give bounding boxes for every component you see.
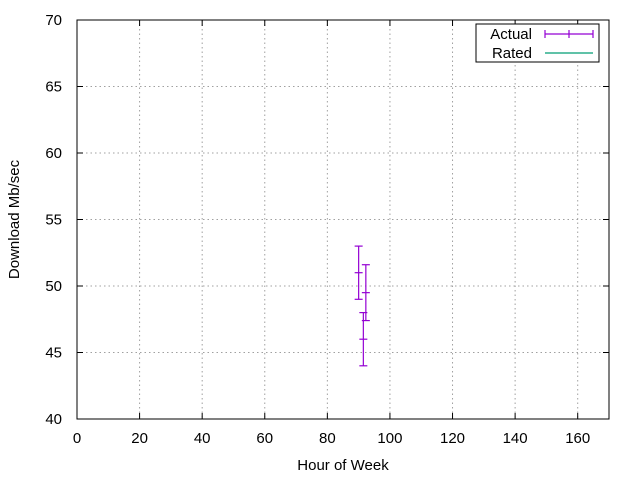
legend-sample-actual — [544, 30, 594, 38]
data-point-actual — [361, 264, 370, 322]
data-point-actual — [359, 312, 368, 367]
x-tick-label: 80 — [319, 430, 336, 447]
y-tick-label: 65 — [45, 79, 62, 96]
grid-lines — [77, 20, 609, 419]
legend-label-rated: Rated — [492, 45, 532, 62]
x-axis-label: Hour of Week — [297, 457, 389, 474]
series-layer — [354, 245, 370, 367]
y-tick-label: 55 — [45, 212, 62, 229]
data-point-actual — [354, 245, 363, 300]
x-tick-label: 140 — [503, 430, 528, 447]
y-tick-label: 70 — [45, 12, 62, 29]
x-tick-label: 40 — [194, 430, 211, 447]
y-axis-label: Download Mb/sec — [6, 159, 23, 279]
y-tick-label: 40 — [45, 411, 62, 428]
x-tick-label: 20 — [131, 430, 148, 447]
legend-box — [475, 23, 600, 63]
x-tick-label: 160 — [565, 430, 590, 447]
x-tick-label: 60 — [256, 430, 273, 447]
y-tick-label: 45 — [45, 345, 62, 362]
y-tick-label: 50 — [45, 278, 62, 295]
x-tick-label: 120 — [440, 430, 465, 447]
axis-ticks: 0 20 40 60 80 100 120 140 160 40 45 50 55 60 65 70 — [45, 12, 609, 447]
legend-label-actual: Actual — [490, 26, 532, 43]
x-tick-label: 0 — [73, 430, 81, 447]
y-tick-label: 60 — [45, 145, 62, 162]
x-tick-label: 100 — [377, 430, 402, 447]
legend: Actual Rated — [475, 23, 600, 63]
